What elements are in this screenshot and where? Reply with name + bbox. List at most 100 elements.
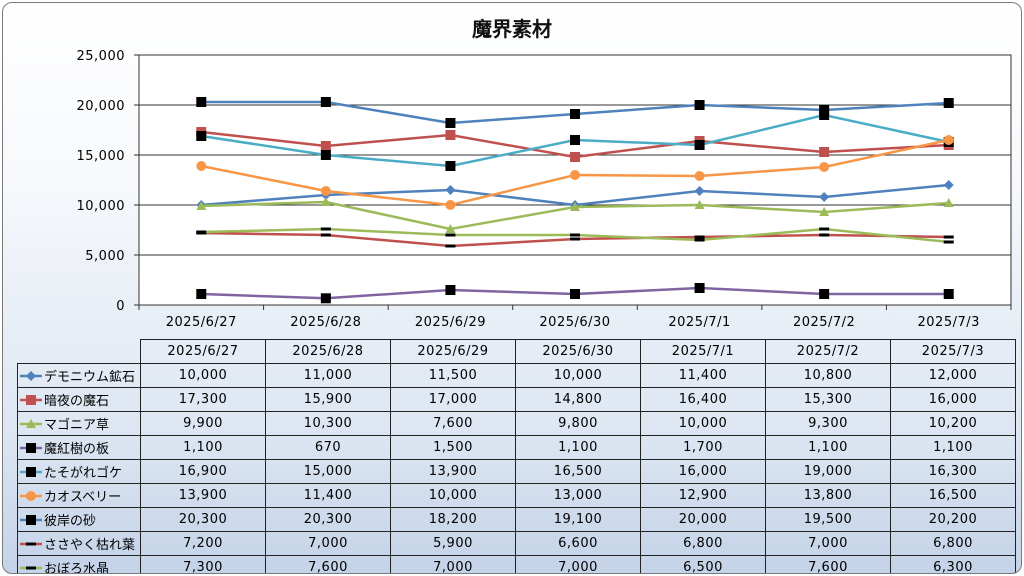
value-cell: 11,400 (265, 483, 391, 508)
data-point (694, 171, 705, 181)
table-row: 暗夜の魔石 17,300 15,900 17,000 14,800 16,400 15,30… (17, 387, 1016, 412)
value-cell: 15,900 (265, 387, 391, 412)
data-point (819, 233, 830, 237)
value-cell: 7,600 (390, 411, 516, 436)
value-cell: 10,000 (640, 411, 766, 436)
table-row: デモニウム鉱石 10,000 11,000 11,500 10,000 11,400 10,… (17, 363, 1016, 388)
y-tick-label: 15,000 (77, 149, 126, 164)
value-cell: 14,800 (515, 387, 641, 412)
value-cell: 6,500 (640, 555, 766, 573)
value-cell: 20,300 (265, 507, 391, 532)
data-point (445, 161, 456, 171)
data-point (570, 170, 580, 180)
value-cell: 13,000 (515, 483, 641, 508)
value-cell: 12,900 (640, 483, 766, 508)
x-tick-label: 2025/6/29 (415, 315, 486, 330)
series-3 (196, 197, 954, 233)
line-chart: 0 5,000 10,000 15,000 20,000 25,000 2025/6/27 2… (77, 49, 1012, 330)
data-point (819, 147, 830, 157)
value-cell: 5,900 (390, 531, 516, 556)
data-point (819, 162, 830, 172)
legend-cell: マゴニア草 (17, 411, 141, 436)
data-point (819, 192, 830, 202)
value-cell: 7,600 (765, 555, 891, 573)
data-point (445, 200, 456, 210)
data-point (943, 198, 954, 207)
x-tick-label: 2025/6/27 (166, 315, 237, 330)
data-point (819, 289, 830, 299)
data-point (445, 233, 456, 237)
data-point (943, 180, 954, 190)
value-cell: 19,500 (765, 507, 891, 532)
data-point (694, 186, 705, 196)
value-cell: 13,800 (765, 483, 891, 508)
legend-key (20, 442, 42, 453)
value-cell: 19,100 (515, 507, 641, 532)
data-point (570, 237, 580, 241)
legend-key (20, 514, 42, 525)
y-tick-label: 10,000 (77, 199, 126, 214)
value-cell: 18,200 (390, 507, 516, 532)
data-point (320, 97, 331, 107)
value-cell: 1,700 (640, 435, 766, 460)
value-cell: 11,400 (640, 363, 766, 388)
table-header-cell: 2025/7/1 (640, 339, 766, 364)
y-tick-label: 5,000 (85, 249, 125, 264)
table-header-row: 2025/6/27 2025/6/28 2025/6/29 2025/6/30 2025… (17, 339, 1016, 364)
value-cell: 10,300 (265, 411, 391, 436)
data-point (694, 283, 705, 293)
table-row: ささやく枯れ葉 7,200 7,000 5,900 6,600 6,800 7,000 6,8… (17, 531, 1016, 556)
legend-cell: 彼岸の砂 (17, 507, 141, 532)
value-cell: 10,800 (765, 363, 891, 388)
data-point (694, 140, 705, 150)
value-cell: 9,900 (140, 411, 266, 436)
data-point (819, 227, 830, 231)
table-header-cell: 2025/6/28 (265, 339, 391, 364)
data-point (196, 201, 207, 210)
value-cell: 6,800 (890, 531, 1016, 556)
table-row: 彼岸の砂 20,300 20,300 18,200 19,100 20,000 19,500… (17, 507, 1016, 532)
value-cell: 9,300 (765, 411, 891, 436)
y-tick-label: 20,000 (77, 99, 126, 114)
x-tick-label: 2025/6/28 (290, 315, 361, 330)
value-cell: 17,300 (140, 387, 266, 412)
value-cell: 16,500 (890, 483, 1016, 508)
value-cell: 15,000 (265, 459, 391, 484)
series-name: 魔紅樹の板 (44, 442, 110, 457)
data-point (445, 285, 456, 295)
data-point (570, 152, 580, 162)
legend-key (20, 370, 42, 381)
value-cell: 10,000 (140, 363, 266, 388)
legend-cell: ささやく枯れ葉 (17, 531, 141, 556)
legend-key-marker (26, 566, 36, 569)
data-point (943, 98, 954, 108)
series-name: ささやく枯れ葉 (44, 538, 136, 553)
data-point (943, 289, 954, 299)
table-header-cell: 2025/7/2 (765, 339, 891, 364)
data-point (320, 197, 331, 206)
value-cell: 7,000 (265, 531, 391, 556)
series-name: 暗夜の魔石 (44, 394, 110, 409)
value-cell: 13,900 (140, 483, 266, 508)
value-cell: 6,800 (640, 531, 766, 556)
legend-key-marker (26, 490, 36, 501)
data-point (819, 207, 830, 216)
legend-key (20, 466, 42, 477)
legend-cell: 魔紅樹の板 (17, 435, 141, 460)
data-point (819, 105, 830, 115)
data-point (694, 238, 705, 242)
legend-cell: たそがれゴケ (17, 459, 141, 484)
x-tick-label: 2025/7/3 (918, 315, 980, 330)
value-cell: 20,200 (890, 507, 1016, 532)
table-row: マゴニア草 9,900 10,300 7,600 9,800 10,000 9,300 10,… (17, 411, 1016, 436)
value-cell: 7,000 (390, 555, 516, 573)
value-cell: 19,000 (765, 459, 891, 484)
value-cell: 670 (265, 435, 391, 460)
legend-key-marker (26, 418, 36, 428)
value-cell: 7,600 (265, 555, 391, 573)
data-point (570, 135, 580, 145)
y-tick-label: 25,000 (77, 49, 126, 64)
legend-key (20, 490, 42, 501)
data-point (320, 186, 331, 196)
series-name: 彼岸の砂 (44, 514, 97, 529)
